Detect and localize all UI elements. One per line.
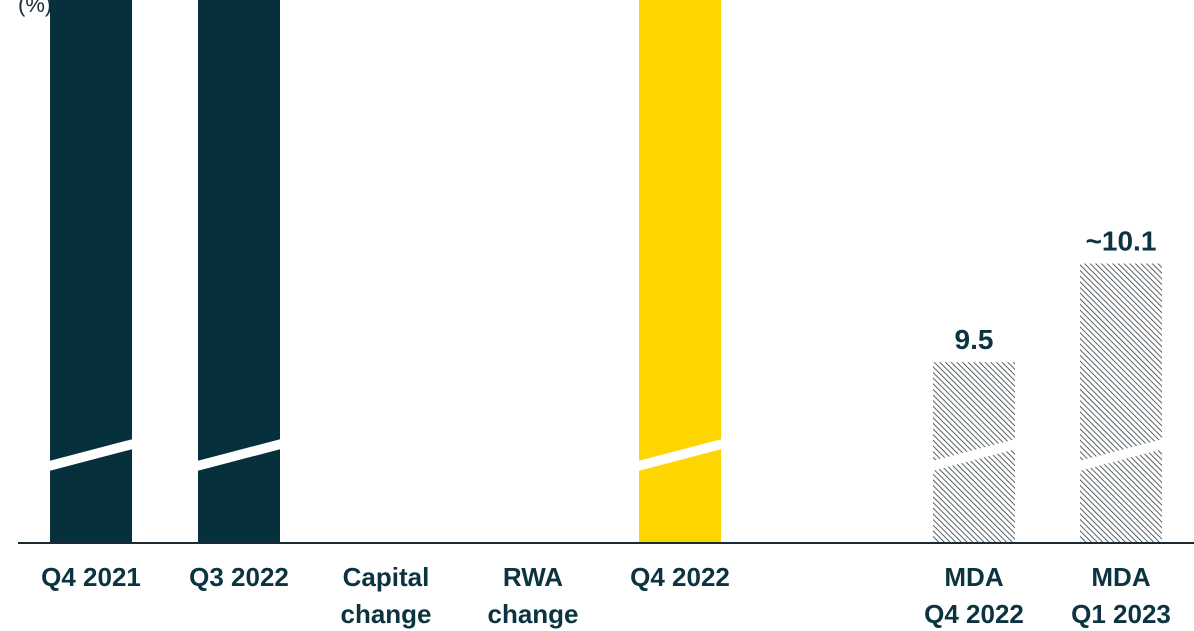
x-tick-label-5-1: Q4 2022 — [630, 562, 730, 592]
unit-label: (%) — [18, 0, 53, 17]
axis-break-stripe-7 — [1079, 439, 1163, 471]
axis-break-stripe-6 — [932, 439, 1016, 471]
x-tick-label-7-1: MDA — [1091, 562, 1150, 592]
x-tick-label-4-1: RWA — [503, 562, 563, 592]
x-tick-label-6-2: Q4 2022 — [924, 599, 1024, 629]
axis-break-stripe-5 — [638, 439, 722, 471]
x-tick-label-3-2: change — [340, 599, 431, 629]
x-tick-label-6-1: MDA — [944, 562, 1003, 592]
x-tick-label-3-1: Capital — [343, 562, 430, 592]
axis-break-stripe-2 — [197, 439, 281, 471]
bar-7 — [1080, 263, 1162, 543]
value-label-7: ~10.1 — [1086, 226, 1157, 257]
x-tick-label-4-2: change — [487, 599, 578, 629]
x-tick-label-1-1: Q4 2021 — [41, 562, 141, 592]
value-label-6: 9.5 — [955, 324, 994, 355]
axis-break-stripe-1 — [49, 439, 133, 471]
x-tick-label-7-2: Q1 2023 — [1071, 599, 1171, 629]
x-tick-label-2-1: Q3 2022 — [189, 562, 289, 592]
